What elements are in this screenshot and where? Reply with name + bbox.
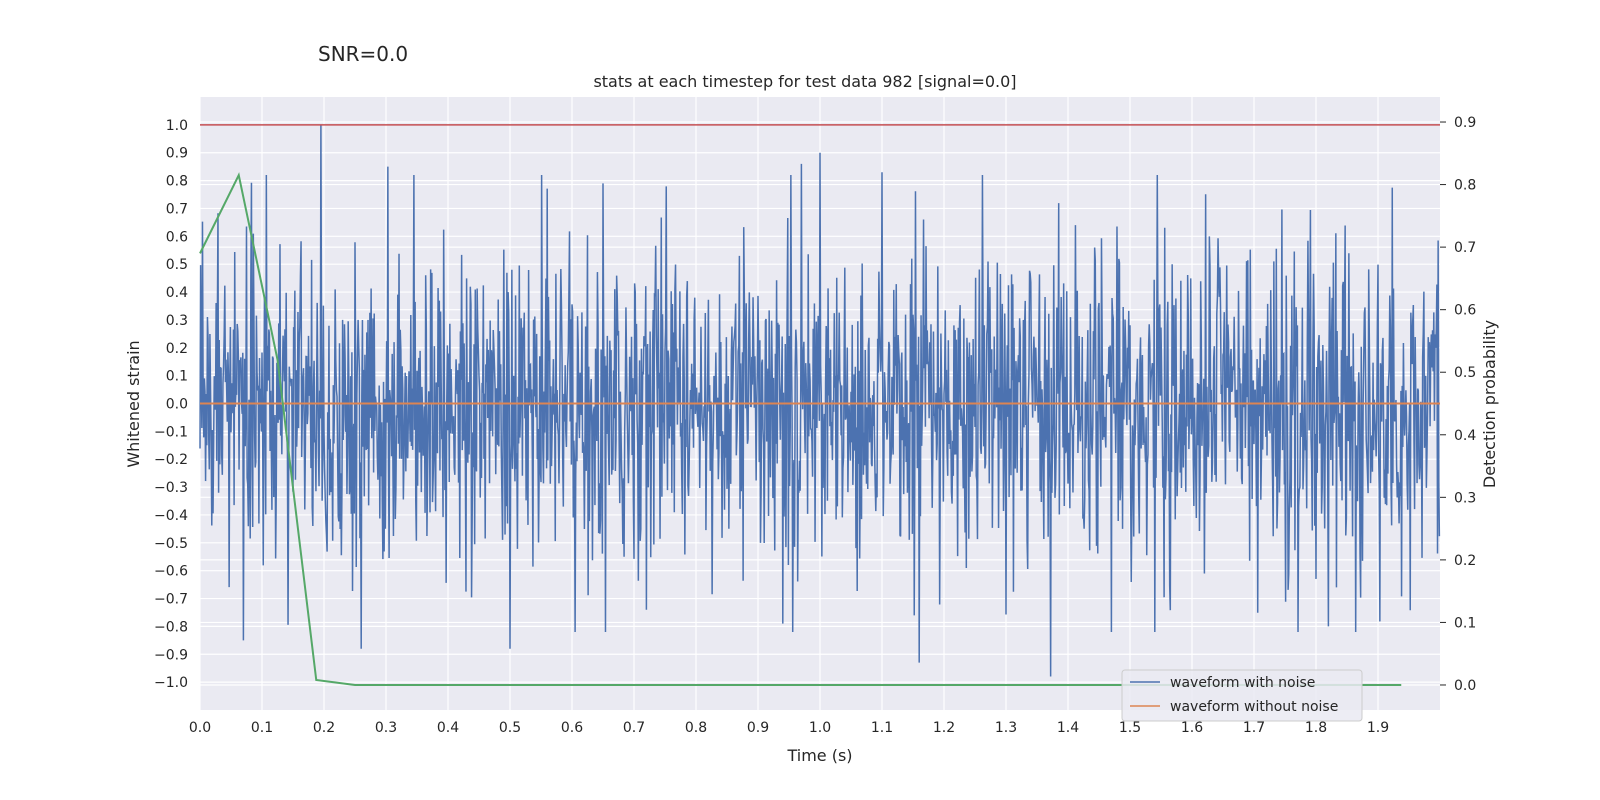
- x-tick-label: 0.6: [561, 720, 583, 736]
- y-right-tick-label: 0.5: [1454, 365, 1476, 381]
- y-tick-label: 0.1: [166, 369, 188, 385]
- y-tick-label: −0.1: [154, 424, 188, 440]
- x-tick-label: 0.5: [499, 720, 521, 736]
- y-tick-label: −0.2: [154, 452, 188, 468]
- x-tick-label: 0.4: [437, 720, 459, 736]
- x-tick-label: 0.0: [189, 720, 211, 736]
- y-tick-label: −0.4: [154, 508, 188, 524]
- y-right-tick-label: 0.6: [1454, 303, 1476, 319]
- y-tick-label: −0.5: [154, 536, 188, 552]
- x-tick-label: 1.7: [1243, 720, 1265, 736]
- x-axis-ticks: 0.0 0.1 0.2 0.3 0.4 0.5 0.6 0.7 0.8 0.9 1.0 1.1 1.2 1…: [189, 720, 1389, 736]
- y-tick-label: 0.7: [166, 201, 188, 217]
- x-tick-label: 1.2: [933, 720, 955, 736]
- y-right-tick-label: 0.3: [1454, 490, 1476, 506]
- x-tick-label: 1.8: [1305, 720, 1327, 736]
- y-tick-label: −0.7: [154, 592, 188, 608]
- y-tick-label: −0.8: [154, 619, 188, 635]
- y-right-tick-label: 0.0: [1454, 678, 1476, 694]
- y-right-tick-label: 0.9: [1454, 115, 1476, 131]
- y-tick-label: 0.6: [166, 229, 188, 245]
- x-tick-label: 0.1: [251, 720, 273, 736]
- y-axis-right-ticks: 0.0 0.1 0.2 0.3 0.4 0.5 0.6 0.7 0.8 0.9: [1440, 115, 1476, 694]
- y-tick-label: 0.8: [166, 174, 188, 190]
- x-tick-label: 0.3: [375, 720, 397, 736]
- y-axis-ticks: −1.0 −0.9 −0.8 −0.7 −0.6 −0.5 −0.4 −0.3 −0.2 −0.1…: [154, 118, 188, 691]
- series-detection-probability: [199, 172, 1402, 686]
- x-tick-label: 1.5: [1119, 720, 1141, 736]
- legend: waveform with noise waveform without noi…: [1121, 669, 1363, 722]
- y-tick-label: −1.0: [154, 675, 188, 691]
- y-axis-label: Whitened strain: [124, 340, 143, 467]
- y-tick-label: 0.0: [166, 397, 188, 413]
- chart-title: stats at each timestep for test data 982…: [593, 72, 1016, 91]
- x-axis-label: Time (s): [786, 746, 852, 765]
- y-tick-label: 0.4: [166, 285, 188, 301]
- y-tick-label: 0.5: [166, 257, 188, 273]
- y-tick-label: −0.6: [154, 564, 188, 580]
- y-right-tick-label: 0.1: [1454, 615, 1476, 631]
- y-tick-label: 1.0: [166, 118, 188, 134]
- y-axis-right-label: Detection probability: [1480, 320, 1499, 488]
- x-tick-label: 1.9: [1367, 720, 1389, 736]
- series-waveform-with-noise: [199, 124, 1441, 677]
- x-tick-label: 0.2: [313, 720, 335, 736]
- y-tick-label: −0.9: [154, 647, 188, 663]
- chart-suptitle: SNR=0.0: [318, 42, 408, 66]
- legend-label-waveform-without-noise: waveform without noise: [1170, 699, 1338, 715]
- y-right-tick-label: 0.7: [1454, 240, 1476, 256]
- x-tick-label: 1.4: [1057, 720, 1079, 736]
- x-tick-label: 0.9: [747, 720, 769, 736]
- legend-box: [1121, 669, 1363, 722]
- x-tick-label: 0.8: [685, 720, 707, 736]
- y-right-tick-label: 0.8: [1454, 178, 1476, 194]
- y-tick-label: −0.3: [154, 480, 188, 496]
- x-tick-label: 1.6: [1181, 720, 1203, 736]
- x-tick-label: 1.3: [995, 720, 1017, 736]
- y-tick-label: 0.3: [166, 313, 188, 329]
- x-tick-label: 1.1: [871, 720, 893, 736]
- x-tick-label: 0.7: [623, 720, 645, 736]
- y-tick-label: 0.2: [166, 341, 188, 357]
- legend-label-waveform-with-noise: waveform with noise: [1170, 675, 1315, 691]
- y-tick-label: 0.9: [166, 146, 188, 162]
- y-right-tick-label: 0.2: [1454, 553, 1476, 569]
- x-tick-label: 1.0: [809, 720, 831, 736]
- y-right-tick-label: 0.4: [1454, 428, 1476, 444]
- series-group: [199, 124, 1441, 686]
